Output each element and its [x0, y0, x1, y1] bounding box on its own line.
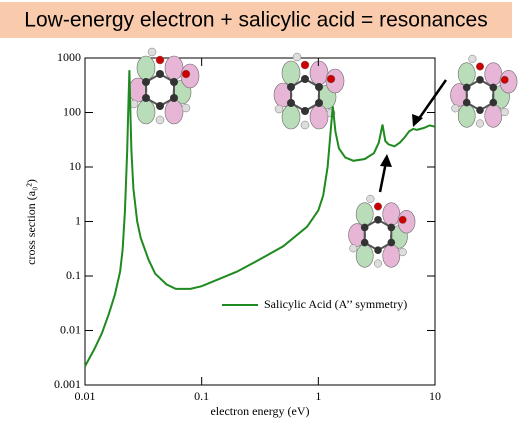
atom: [387, 238, 396, 247]
atom: [155, 115, 165, 125]
atom: [156, 102, 164, 110]
atom: [468, 54, 477, 63]
arrow-head: [380, 154, 392, 167]
orbital-lobe: [382, 202, 401, 226]
y-tick-label: 0.01: [60, 322, 81, 336]
atom: [292, 52, 302, 62]
y-tick-label: 100: [63, 104, 81, 118]
atom: [451, 104, 460, 113]
atom: [462, 83, 471, 92]
atom: [489, 98, 498, 107]
orbital-lobe: [484, 104, 503, 128]
arrow-head: [412, 114, 423, 127]
x-tick-label: 0.01: [75, 389, 96, 403]
legend-label: Salicylic Acid (A’’ symmetry): [264, 297, 407, 311]
atom: [142, 78, 150, 86]
atom: [315, 99, 323, 107]
orbital-lobe: [382, 244, 401, 268]
atom: [475, 62, 485, 71]
atom: [155, 55, 165, 65]
atom: [374, 216, 382, 224]
atom: [462, 98, 471, 107]
atom: [300, 60, 310, 70]
atom: [500, 75, 509, 84]
atom: [181, 103, 191, 113]
atom: [147, 47, 157, 57]
atom: [374, 246, 382, 254]
atom: [489, 83, 498, 92]
y-tick-label: 0.001: [54, 377, 81, 391]
atom: [170, 94, 178, 102]
orbital-lobe: [136, 99, 156, 125]
atom: [301, 75, 309, 83]
atom: [373, 259, 383, 268]
y-tick-label: 1000: [57, 50, 81, 64]
y-tick-label: 10: [69, 159, 81, 173]
x-axis-label: electron energy (eV): [210, 404, 309, 418]
arrow: [416, 79, 448, 121]
orbital-lobe: [136, 55, 156, 81]
atom: [274, 104, 284, 114]
atom: [398, 215, 407, 224]
atom: [287, 83, 295, 91]
atom: [349, 244, 358, 253]
atom: [156, 70, 164, 78]
atom: [366, 194, 375, 203]
atom: [287, 99, 295, 107]
y-axis-label: cross section (a₀²): [24, 179, 38, 265]
orbital-lobe: [281, 104, 301, 130]
atom: [476, 106, 484, 114]
atom: [170, 78, 178, 86]
x-tick-label: 10: [429, 389, 441, 403]
atom: [500, 108, 509, 117]
atom: [142, 94, 150, 102]
atom: [360, 238, 369, 247]
atom: [315, 83, 323, 91]
orbital-lobe: [164, 55, 184, 81]
orbital-lobe: [457, 104, 476, 128]
orbital-lobe: [484, 62, 503, 86]
x-tick-label: 1: [315, 389, 321, 403]
atom: [326, 74, 336, 84]
orbital-lobe: [309, 60, 329, 86]
atom: [300, 120, 310, 130]
title-banner: [0, 2, 512, 38]
y-tick-label: 1: [75, 213, 81, 227]
atom: [360, 223, 369, 232]
atom: [181, 69, 191, 79]
atom: [387, 223, 396, 232]
atom: [475, 119, 485, 128]
orbital-lobe: [281, 60, 301, 86]
orbital-lobe: [355, 202, 374, 226]
orbital-lobe: [309, 104, 329, 130]
arrow: [378, 161, 388, 193]
chart-title: Low-energy electron + salicylic acid = r…: [24, 9, 487, 32]
atom: [398, 248, 407, 257]
x-tick-label: 0.1: [194, 389, 209, 403]
orbital-lobe: [164, 99, 184, 125]
atom: [373, 202, 383, 211]
orbital-lobe: [457, 62, 476, 86]
atom: [301, 107, 309, 115]
atom: [476, 76, 484, 84]
data-line: [84, 70, 436, 367]
orbital-lobe: [355, 244, 374, 268]
decorations: [128, 47, 518, 268]
y-tick-label: 0.1: [66, 268, 81, 282]
